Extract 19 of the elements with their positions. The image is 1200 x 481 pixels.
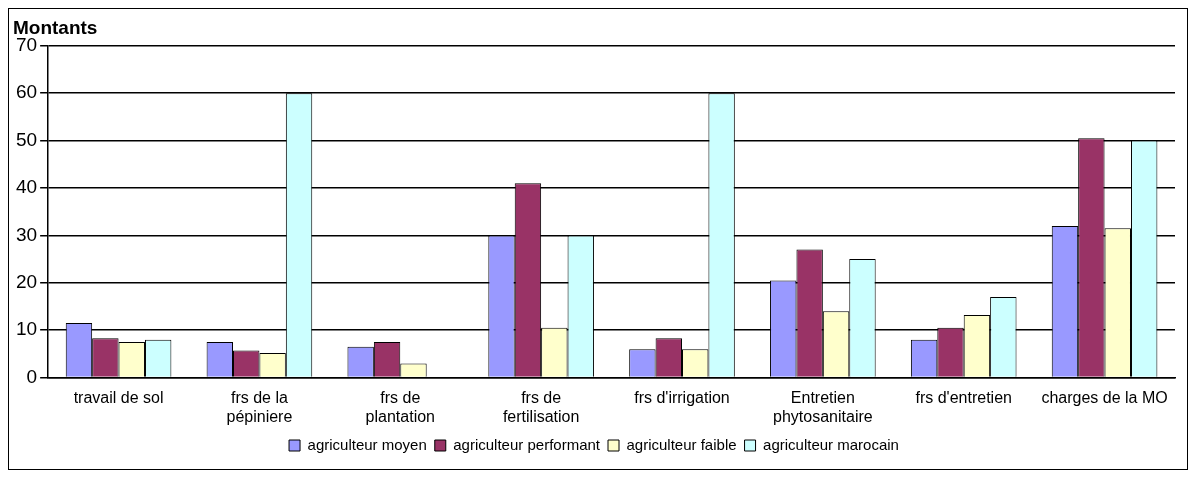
y-tick-label: 20: [15, 271, 38, 293]
y-tick-label: 50: [15, 128, 38, 150]
y-tick-label: 10: [15, 318, 38, 340]
x-tick-label: charges de la MO: [1041, 388, 1168, 406]
y-tick-label: 0: [26, 365, 38, 387]
y-tick-label: 40: [15, 176, 38, 198]
x-tick-label: frs de la pépiniere: [226, 388, 293, 425]
legend-label: agriculteur moyen: [307, 435, 427, 453]
y-tick-label: 60: [15, 81, 38, 103]
x-tick-label: frs d'entretien: [915, 388, 1012, 406]
legend-label: agriculteur marocain: [763, 435, 899, 453]
legend-label: agriculteur performant: [453, 435, 601, 453]
x-tick-label: Entretien phytosanitaire: [773, 388, 873, 425]
y-tick-label: 30: [15, 223, 38, 245]
legend-label: agriculteur faible: [626, 435, 737, 453]
x-tick-label: travail de sol: [73, 388, 164, 406]
x-tick-label: frs de fertilisation: [502, 388, 580, 425]
x-tick-label: frs de plantation: [365, 388, 435, 425]
x-tick-label: frs d'irrigation: [634, 388, 730, 406]
